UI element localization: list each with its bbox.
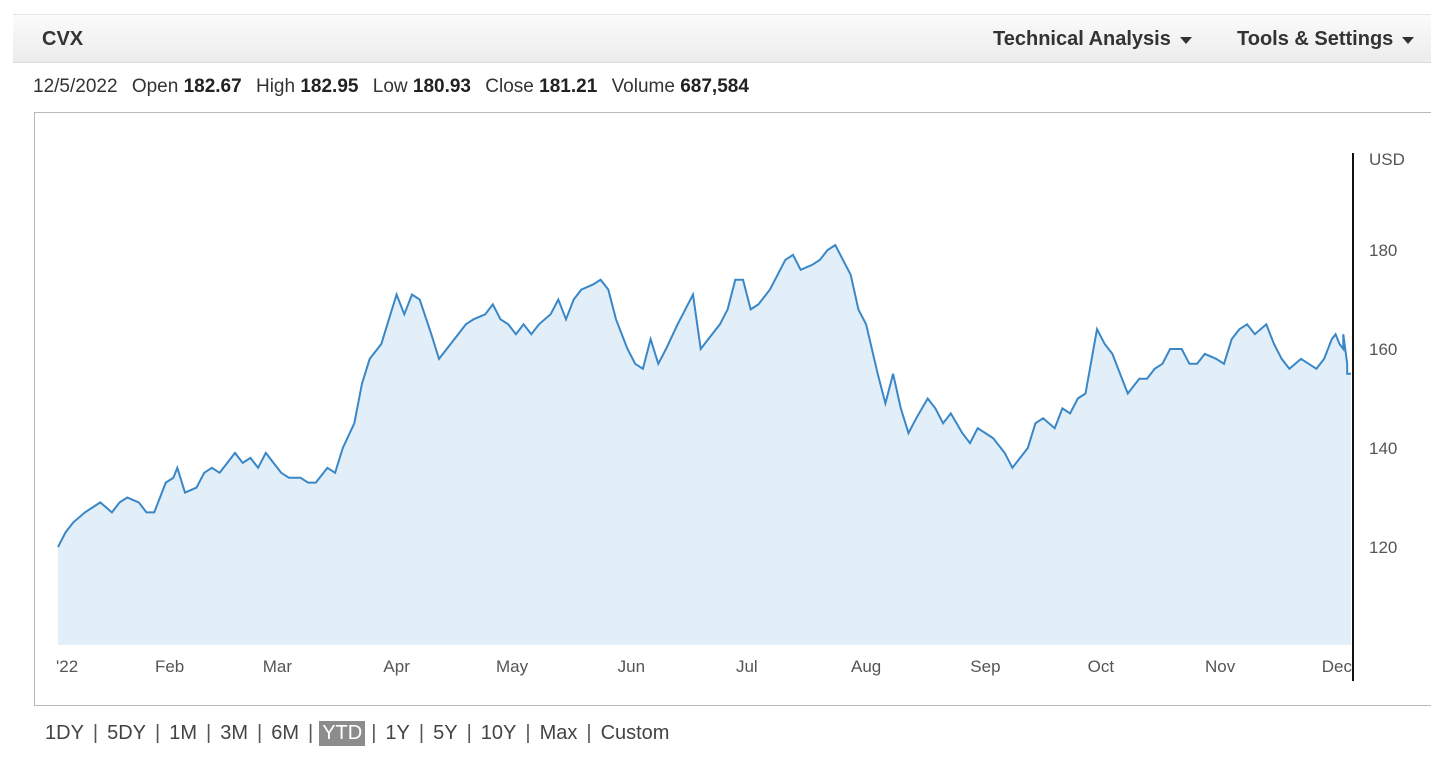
y-axis-ticks: 120 140 160 180: [1369, 241, 1397, 557]
range-separator: |: [206, 722, 212, 744]
low-value: 180.93: [412, 76, 472, 97]
chart-canvas[interactable]: USD 120 140 160 180 '22 Feb Mar Apr May Jun Jul Au…: [35, 113, 1431, 705]
x-tick-label: '22: [56, 657, 78, 676]
x-tick-label: Nov: [1205, 657, 1236, 676]
range-separator: |: [371, 722, 377, 744]
y-tick-label: 120: [1369, 538, 1397, 557]
high-label: High: [255, 76, 296, 97]
x-tick-label: Jun: [618, 657, 645, 676]
range-custom[interactable]: Custom: [600, 722, 670, 744]
range-selector: 1DY | 5DY | 1M | 3M | 6M | YTD | 1Y | 5Y | 10Y | Max | Custo…: [42, 721, 672, 746]
x-axis-ticks: '22 Feb Mar Apr May Jun Jul Aug Sep Oct Nov Dec: [56, 657, 1352, 676]
range-separator: |: [257, 722, 263, 744]
range-1m[interactable]: 1M: [169, 722, 198, 744]
x-tick-label: Aug: [851, 657, 881, 676]
open-value: 182.67: [183, 76, 242, 97]
range-3m[interactable]: 3M: [220, 722, 249, 744]
x-tick-label: Oct: [1088, 657, 1115, 676]
range-separator: |: [466, 722, 472, 744]
high-value: 182.95: [300, 76, 359, 97]
price-line: [57, 243, 1351, 548]
range-separator: |: [308, 722, 314, 744]
chart-toolbar: CVX Technical Analysis Tools & Settings: [13, 14, 1431, 63]
y-tick-label: 180: [1369, 241, 1397, 260]
quote-summary: 12/5/2022 Open 182.67 High 182.95 Low 18…: [33, 76, 749, 98]
technical-analysis-menu[interactable]: Technical Analysis: [993, 28, 1192, 51]
price-area: [58, 245, 1351, 645]
range-separator: |: [155, 722, 161, 744]
range-separator: |: [586, 722, 592, 744]
range-5dy[interactable]: 5DY: [107, 722, 147, 744]
ticker-symbol: CVX: [42, 28, 84, 50]
x-tick-label: Feb: [155, 657, 184, 676]
price-chart[interactable]: USD 120 140 160 180 '22 Feb Mar Apr May Jun Jul Au…: [34, 112, 1431, 706]
range-max[interactable]: Max: [539, 722, 578, 744]
x-tick-label: Jul: [736, 657, 758, 676]
x-tick-label: Apr: [383, 657, 410, 676]
x-tick-label: May: [496, 657, 529, 676]
range-separator: |: [92, 722, 99, 744]
technical-analysis-label: Technical Analysis: [993, 28, 1171, 50]
range-ytd[interactable]: YTD: [319, 721, 366, 746]
x-tick-label: Mar: [263, 657, 293, 676]
close-label: Close: [485, 76, 534, 97]
volume-value: 687,584: [680, 76, 749, 97]
y-tick-label: 160: [1369, 340, 1397, 359]
currency-label: USD: [1369, 150, 1405, 169]
x-tick-label: Sep: [970, 657, 1000, 676]
range-10y[interactable]: 10Y: [480, 722, 517, 744]
range-6m[interactable]: 6M: [271, 722, 300, 744]
tools-settings-label: Tools & Settings: [1237, 28, 1394, 50]
caret-down-icon: [1179, 37, 1192, 44]
y-tick-label: 140: [1369, 439, 1397, 458]
volume-label: Volume: [611, 76, 675, 97]
open-label: Open: [131, 76, 179, 97]
range-separator: |: [525, 722, 531, 744]
range-1dy[interactable]: 1DY: [45, 722, 84, 744]
low-label: Low: [372, 76, 408, 97]
range-separator: |: [418, 722, 425, 744]
quote-date: 12/5/2022: [33, 76, 118, 97]
close-value: 181.21: [539, 76, 598, 97]
caret-down-icon: [1402, 37, 1415, 44]
range-5y[interactable]: 5Y: [433, 722, 458, 744]
x-tick-label: Dec: [1322, 657, 1353, 676]
range-1y[interactable]: 1Y: [385, 722, 410, 744]
tools-settings-menu[interactable]: Tools & Settings: [1237, 28, 1415, 51]
